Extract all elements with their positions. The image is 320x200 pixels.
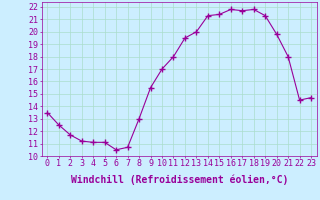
X-axis label: Windchill (Refroidissement éolien,°C): Windchill (Refroidissement éolien,°C)	[70, 174, 288, 185]
